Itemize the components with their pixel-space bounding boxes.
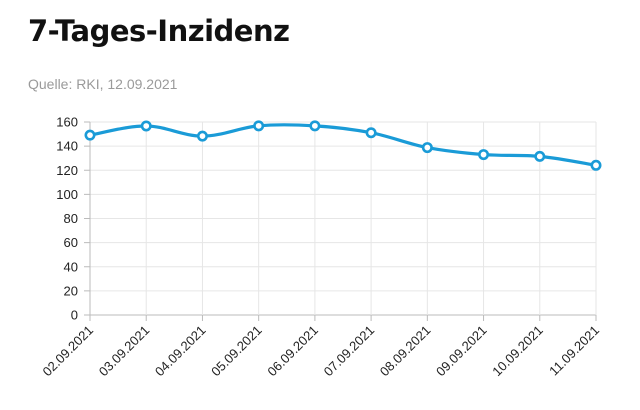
x-tick-label: 05.09.2021: [208, 323, 265, 380]
x-tick-label: 10.09.2021: [489, 323, 546, 380]
x-tick-label: 07.09.2021: [321, 323, 378, 380]
data-point: [534, 150, 546, 162]
y-tick-label: 120: [56, 163, 78, 178]
data-point: [140, 120, 152, 132]
data-point: [84, 129, 96, 141]
data-point: [590, 159, 602, 171]
source-note: Quelle: RKI, 12.09.2021: [28, 76, 178, 92]
x-tick-label: 11.09.2021: [546, 323, 602, 379]
y-tick-label: 160: [56, 115, 78, 130]
y-tick-label: 140: [56, 139, 78, 154]
y-tick-label: 0: [71, 308, 78, 323]
data-point: [196, 130, 208, 142]
series-line: [88, 123, 598, 167]
x-tick-label: 09.09.2021: [433, 323, 490, 380]
x-tick-label: 06.09.2021: [264, 323, 321, 380]
x-tick-label: 03.09.2021: [96, 323, 153, 380]
page-title: 7-Tages-Inzidenz: [28, 14, 290, 48]
y-tick-label: 20: [64, 283, 78, 298]
data-point: [309, 120, 321, 132]
y-tick-label: 40: [64, 259, 78, 274]
y-tick-label: 100: [56, 187, 78, 202]
x-tick-label: 02.09.2021: [39, 323, 96, 380]
y-tick-label: 60: [64, 235, 78, 250]
data-point: [365, 127, 377, 139]
x-tick-label: 08.09.2021: [377, 323, 434, 380]
y-tick-label: 80: [64, 211, 78, 226]
data-point: [421, 142, 433, 154]
data-point: [478, 149, 490, 161]
x-tick-label: 04.09.2021: [152, 323, 209, 380]
data-point: [253, 120, 265, 132]
